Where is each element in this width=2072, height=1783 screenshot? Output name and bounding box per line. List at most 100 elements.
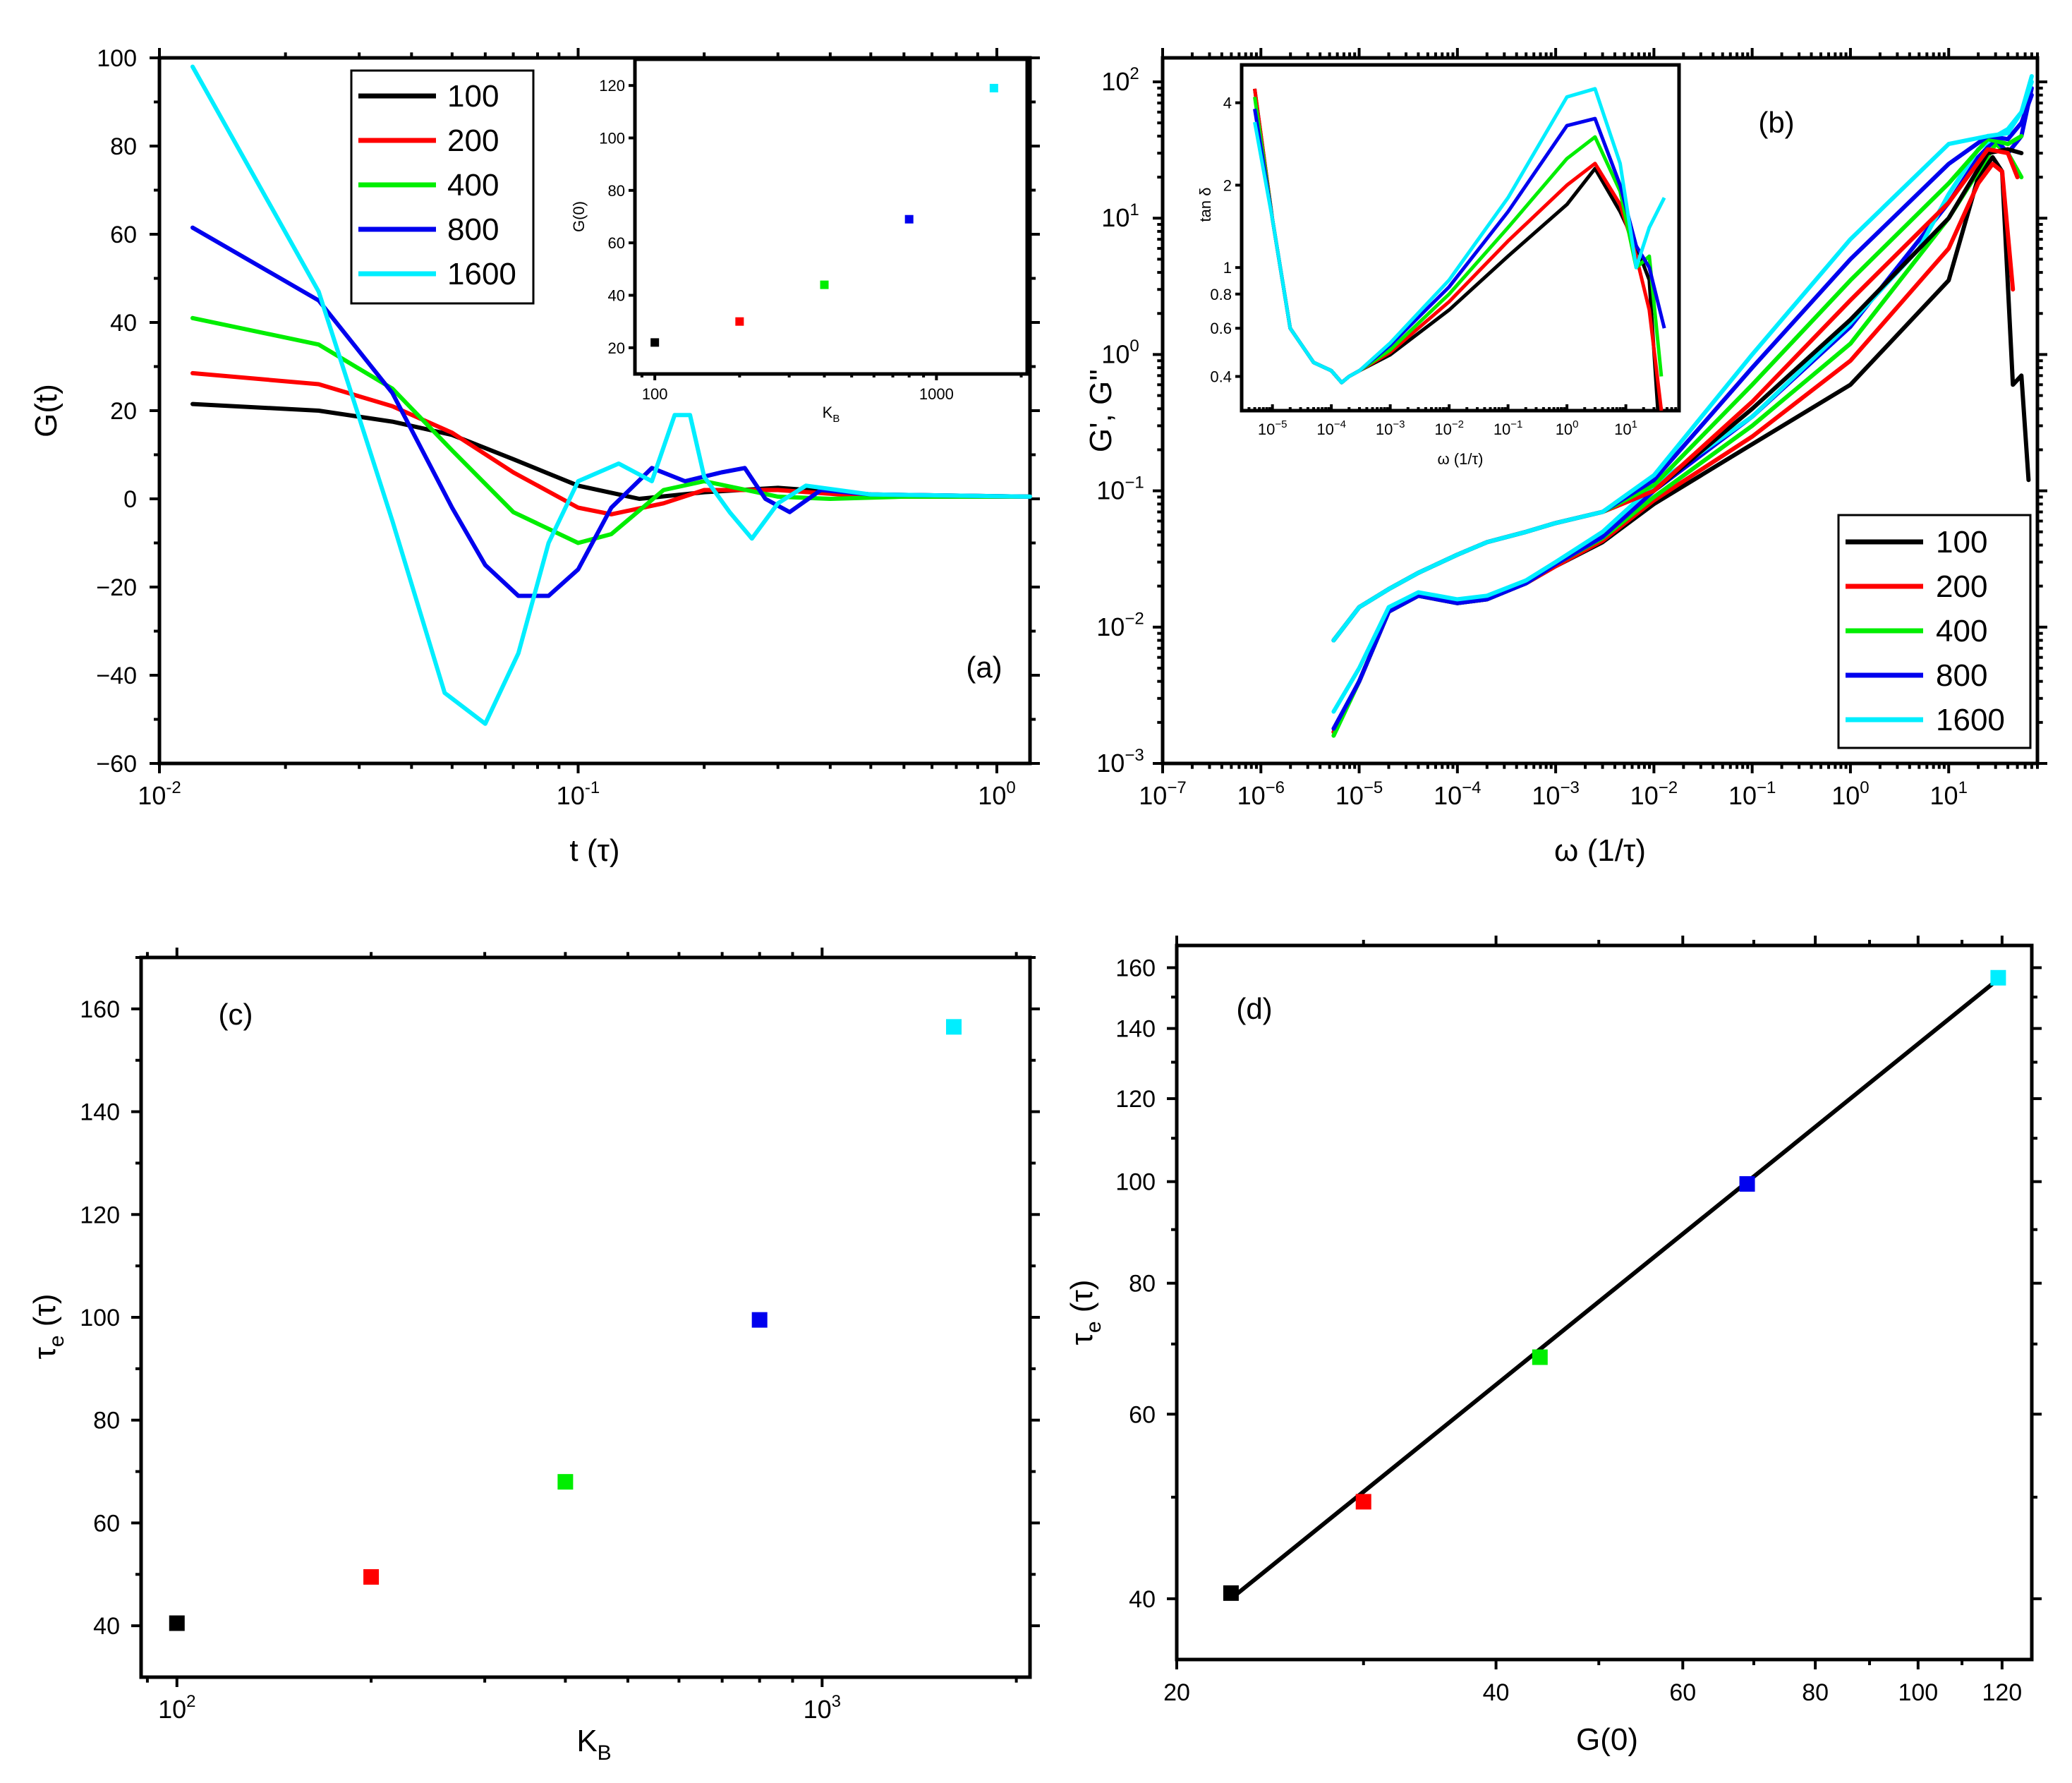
x-tick-label: 101: [1930, 778, 1968, 810]
x-tick-label-exp: 1: [1958, 778, 1968, 797]
y-tick-label: 80: [1129, 1271, 1156, 1298]
panel-label: (a): [966, 651, 1002, 684]
x-tick-label: 10−4: [1434, 778, 1481, 810]
x-tick-label-exp: 0: [1006, 778, 1015, 797]
series-gp-1600: [1331, 80, 2034, 643]
inset-x-tick-label-base: 10: [1494, 421, 1510, 438]
x-tick-label-exp: 0: [1860, 778, 1869, 797]
x-tick-label-exp: −5: [1364, 778, 1383, 797]
x-tick-label: 102: [158, 1692, 195, 1724]
legend-label-200: 200: [447, 123, 499, 158]
x-tick-label-base: 10: [1139, 781, 1167, 810]
y-tick-label: 100: [80, 1305, 120, 1331]
y-tick-label: 60: [93, 1510, 120, 1537]
x-tick-label: 10−3: [1532, 778, 1579, 810]
x-axis-label: KB: [576, 1724, 611, 1765]
y-tick-label: 140: [80, 1099, 120, 1126]
inset-x-tick-label: 100: [1556, 418, 1579, 438]
fit-line: [1230, 977, 2000, 1601]
legend-label-200: 200: [1936, 569, 1987, 604]
inset-x-axis-label: KB: [823, 404, 840, 425]
inset-x-tick-label: 10−3: [1376, 418, 1405, 438]
inset-x-tick-label: 10−4: [1316, 418, 1346, 438]
inset-x-tick-label-exp: 1: [1632, 418, 1637, 430]
y-tick-label: 80: [93, 1408, 120, 1434]
x-tick-label-base: 10: [557, 781, 585, 810]
y-tick-label: 10−1: [1096, 473, 1144, 504]
x-tick-label: 120: [1982, 1679, 2022, 1706]
inset-x-tick-label-base: 10: [1376, 421, 1393, 438]
x-tick-label-exp: −4: [1462, 778, 1481, 797]
data-point-800: [1739, 1175, 1755, 1192]
x-tick-label-base: 10: [1831, 781, 1860, 810]
inset-x-tick-label: 1000: [919, 385, 954, 403]
x-tick-label-base: 10: [1434, 781, 1462, 810]
inset-x-tick-label-exp: −2: [1452, 418, 1464, 430]
x-tick-label: 10−2: [1630, 778, 1678, 810]
x-tick-label-exp: −6: [1266, 778, 1285, 797]
panel-d: 40 60 80 100 120 140 160 20 40 60 80 100 120 G(0) τe (…: [1065, 936, 2042, 1757]
inset-x-tick-label-exp: −4: [1334, 418, 1346, 430]
inset-series-1600: [1253, 87, 1666, 385]
y-tick-label-exp: −3: [1125, 746, 1144, 765]
legend-label-800: 800: [447, 212, 499, 247]
y-tick-label-exp: 1: [1129, 200, 1139, 219]
y-tick-label-base: 10: [1096, 476, 1125, 505]
legend: 100 200 400 800 1600: [350, 69, 535, 305]
y-tick-label: 100: [1115, 1169, 1156, 1196]
x-tick-label-exp: 2: [186, 1692, 195, 1711]
y-tick-label: 140: [1115, 1016, 1156, 1043]
x-tick-label-base: 10: [1630, 781, 1659, 810]
inset-series-400: [1253, 97, 1664, 385]
x-tick-label: 100: [978, 778, 1015, 810]
y-axis-label: G', G'': [1084, 369, 1118, 452]
x-tick-label-exp: 3: [832, 1692, 841, 1711]
inset-y-axis-label: tan δ: [1196, 188, 1214, 222]
inset-x-axis-label: ω (1/τ): [1438, 450, 1484, 468]
inset-y-tick-label: 40: [608, 287, 625, 305]
y-tick-label: 60: [1129, 1401, 1156, 1428]
series-line-800: [190, 225, 1032, 598]
inset-x-tick-label-base: 10: [1556, 421, 1573, 438]
inset-x-tick-label-exp: −5: [1275, 418, 1287, 430]
inset-y-tick-label: 20: [608, 339, 625, 357]
inset-y-tick-label: 0.4: [1210, 368, 1232, 386]
x-tick-label-exp: -1: [585, 778, 600, 797]
legend-label-400: 400: [1936, 614, 1987, 648]
inset-x-tick-label: 100: [642, 385, 668, 403]
inset-x-tick-label-base: 10: [1434, 421, 1451, 438]
y-tick-label: 40: [110, 310, 137, 337]
y-axis-label: G(t): [29, 384, 63, 437]
legend: 100 200 400 800 1600: [1837, 514, 2032, 749]
y-tick-label: −40: [96, 663, 137, 689]
x-tick-label: 20: [1163, 1679, 1190, 1706]
x-axis-label: ω (1/τ): [1554, 833, 1646, 868]
y-tick-label-exp: −2: [1125, 610, 1144, 629]
inset-y-tick-label: 80: [608, 182, 625, 200]
inset-series-group: [1253, 87, 1666, 411]
x-axis-label-sub: B: [598, 1741, 612, 1765]
x-tick-label-exp: −1: [1757, 778, 1776, 797]
inset-y-axis-label: G(0): [570, 201, 588, 232]
inset-frame: [1240, 63, 1681, 413]
x-tick-label: 100: [1898, 1679, 1938, 1706]
y-tick-label: 120: [80, 1202, 120, 1228]
inset-y-tick-label: 0.8: [1210, 286, 1232, 303]
data-point-200: [1355, 1494, 1371, 1510]
y-tick-label: 0: [123, 486, 137, 513]
y-tick-label: 100: [97, 45, 137, 72]
data-point-400: [557, 1474, 574, 1490]
data-point-1600: [945, 1019, 962, 1035]
x-tick-label: 10−1: [1728, 778, 1776, 810]
y-tick-label: 80: [110, 133, 137, 160]
y-tick-label-exp: 2: [1129, 64, 1139, 83]
y-axis-label-suffix: (τ): [1065, 1280, 1099, 1322]
legend-label-400: 400: [447, 168, 499, 203]
x-tick-label-base: 10: [158, 1695, 186, 1724]
x-axis-label: G(0): [1576, 1722, 1638, 1757]
y-axis-label-sub: e: [1082, 1321, 1105, 1333]
inset-x-tick-label: 10−1: [1494, 418, 1523, 438]
